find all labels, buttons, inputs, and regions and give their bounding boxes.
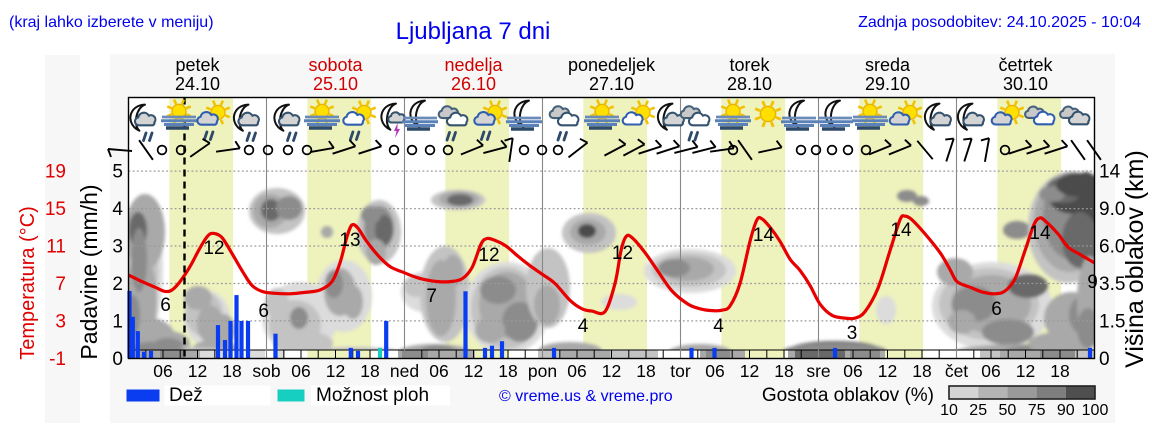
svg-text:3: 3	[55, 311, 66, 332]
svg-text:0: 0	[112, 349, 123, 370]
svg-text:ned: ned	[390, 361, 419, 381]
svg-text:06: 06	[429, 361, 448, 381]
svg-text:18: 18	[222, 361, 241, 381]
svg-text:14: 14	[1099, 162, 1121, 183]
svg-text:6: 6	[991, 299, 1002, 320]
svg-text:13: 13	[339, 230, 360, 251]
svg-text:Temperatura (°C): Temperatura (°C)	[17, 206, 39, 360]
svg-text:6: 6	[258, 301, 269, 322]
svg-text:28.10: 28.10	[727, 74, 772, 94]
svg-text:06: 06	[981, 361, 1000, 381]
svg-text:10: 10	[940, 402, 958, 419]
svg-text:06: 06	[153, 361, 172, 381]
svg-text:06: 06	[567, 361, 586, 381]
svg-text:ponedeljek: ponedeljek	[568, 55, 656, 75]
svg-text:3: 3	[847, 323, 858, 344]
svg-text:7: 7	[55, 274, 66, 295]
svg-text:27.10: 27.10	[589, 74, 634, 94]
svg-text:Padavine (mm/h): Padavine (mm/h)	[76, 184, 102, 359]
svg-text:Zadnja posodobitev: 24.10.2025: Zadnja posodobitev: 24.10.2025 - 10:04	[858, 14, 1141, 31]
svg-text:4: 4	[713, 316, 724, 337]
svg-text:12: 12	[188, 361, 207, 381]
svg-text:12: 12	[326, 361, 345, 381]
svg-text:6.0: 6.0	[1099, 237, 1125, 258]
svg-text:0: 0	[1099, 349, 1110, 370]
svg-text:© vreme.us & vreme.pro: © vreme.us & vreme.pro	[499, 388, 673, 405]
svg-text:7: 7	[426, 286, 437, 307]
svg-text:Dež: Dež	[169, 385, 203, 406]
svg-text:12: 12	[464, 361, 483, 381]
svg-text:24.10: 24.10	[175, 74, 220, 94]
svg-text:9: 9	[1087, 272, 1098, 293]
svg-text:četrtek: četrtek	[998, 55, 1053, 75]
svg-text:18: 18	[1050, 361, 1069, 381]
svg-text:19: 19	[45, 162, 66, 183]
svg-text:sre: sre	[806, 361, 830, 381]
svg-text:petek: petek	[175, 55, 220, 75]
svg-text:2: 2	[112, 274, 123, 295]
svg-text:sob: sob	[252, 361, 280, 381]
svg-text:(kraj lahko izberete v meniju): (kraj lahko izberete v meniju)	[9, 14, 214, 31]
svg-text:sobota: sobota	[308, 55, 363, 75]
svg-text:11: 11	[46, 237, 66, 258]
svg-text:26.10: 26.10	[451, 74, 496, 94]
svg-text:25.10: 25.10	[313, 74, 358, 94]
svg-text:50: 50	[999, 402, 1017, 419]
svg-text:12: 12	[612, 243, 633, 264]
svg-text:12: 12	[602, 361, 621, 381]
svg-text:25: 25	[969, 402, 987, 419]
svg-text:čet: čet	[945, 361, 968, 381]
svg-text:75: 75	[1028, 402, 1046, 419]
svg-text:18: 18	[636, 361, 655, 381]
svg-text:06: 06	[705, 361, 724, 381]
svg-text:-1: -1	[49, 349, 66, 370]
svg-text:12: 12	[740, 361, 759, 381]
svg-text:15: 15	[45, 199, 66, 220]
svg-text:torek: torek	[729, 55, 770, 75]
svg-text:12: 12	[878, 361, 897, 381]
svg-text:12: 12	[1016, 361, 1035, 381]
svg-text:14: 14	[890, 220, 912, 241]
svg-text:4: 4	[578, 316, 589, 337]
svg-text:sreda: sreda	[865, 55, 911, 75]
svg-text:5: 5	[112, 162, 123, 183]
svg-text:18: 18	[774, 361, 793, 381]
svg-text:30.10: 30.10	[1003, 74, 1048, 94]
svg-text:Višina oblakov (km): Višina oblakov (km)	[1121, 150, 1149, 368]
svg-text:Gostota oblakov (%): Gostota oblakov (%)	[762, 385, 934, 406]
svg-text:12: 12	[478, 245, 499, 266]
svg-text:100: 100	[1082, 402, 1109, 419]
svg-text:14: 14	[753, 225, 775, 246]
svg-text:1.5: 1.5	[1099, 311, 1125, 332]
svg-text:3.5: 3.5	[1099, 274, 1125, 295]
svg-text:90: 90	[1057, 402, 1075, 419]
svg-text:3: 3	[112, 237, 123, 258]
svg-text:Možnost ploh: Možnost ploh	[316, 385, 429, 406]
svg-text:06: 06	[843, 361, 862, 381]
svg-text:29.10: 29.10	[865, 74, 910, 94]
svg-text:pon: pon	[528, 361, 557, 381]
svg-text:Ljubljana 7 dni: Ljubljana 7 dni	[396, 18, 551, 45]
svg-text:4: 4	[112, 199, 123, 220]
svg-text:18: 18	[498, 361, 517, 381]
svg-text:12: 12	[203, 238, 224, 259]
svg-text:6: 6	[160, 295, 171, 316]
svg-text:9.0: 9.0	[1099, 199, 1125, 220]
svg-text:18: 18	[912, 361, 931, 381]
svg-text:14: 14	[1029, 223, 1051, 244]
svg-text:18: 18	[360, 361, 379, 381]
svg-text:1: 1	[112, 311, 123, 332]
svg-text:06: 06	[291, 361, 310, 381]
svg-text:tor: tor	[670, 361, 691, 381]
svg-text:nedelja: nedelja	[444, 55, 503, 75]
